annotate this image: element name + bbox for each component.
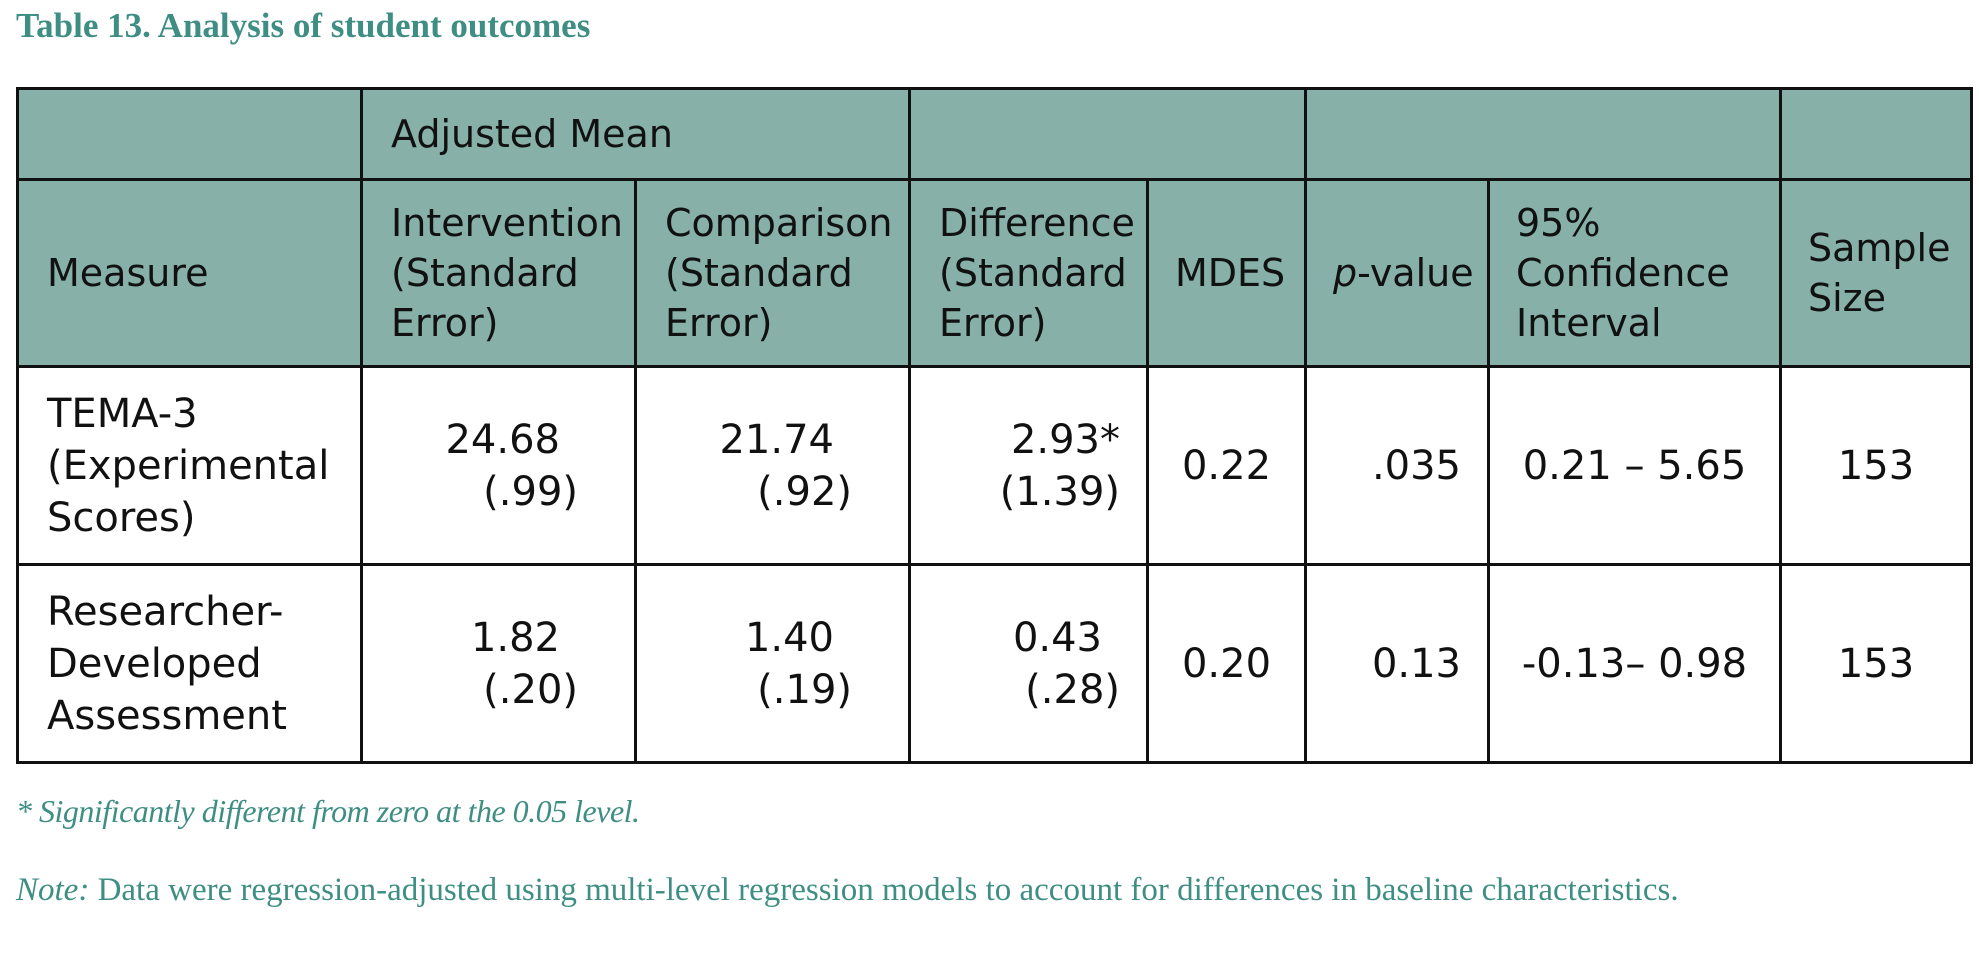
header-comparison-line-1: Comparison xyxy=(665,201,893,245)
intervention-standard-error: (.99) xyxy=(483,468,578,515)
header-ci-line-1: 95% xyxy=(1516,201,1601,245)
header-confidence-interval: 95% Confidence Interval xyxy=(1487,178,1782,368)
table-row: TEMA-3 (Experimental Scores) 24.68 (.99)… xyxy=(16,365,1973,566)
difference-standard-error: (1.39) xyxy=(999,468,1120,515)
header-comparison-line-3: Error) xyxy=(665,301,773,345)
header-mdes-label: MDES xyxy=(1175,251,1286,295)
table-title: Table 13. Analysis of student outcomes xyxy=(16,6,591,45)
cell-mdes: 0.20 xyxy=(1146,563,1307,764)
cell-sample-size: 153 xyxy=(1779,563,1973,764)
header-pvalue: p-value xyxy=(1304,178,1490,368)
cell-pvalue: .035 xyxy=(1304,365,1490,566)
measure-line-2: (Experimental xyxy=(47,442,330,489)
header-pvalue-p: p xyxy=(1333,251,1358,295)
header-measure-label: Measure xyxy=(47,251,209,295)
header-comparison-line-2: (Standard xyxy=(665,251,853,295)
measure-line-1: Researcher- xyxy=(47,588,284,635)
group-header-empty-measure xyxy=(16,87,363,181)
group-header-row: Adjusted Mean xyxy=(16,87,1973,181)
difference-standard-error: (.28) xyxy=(1025,666,1120,713)
intervention-value: 1.82 xyxy=(470,614,560,661)
difference-value: 0.43 xyxy=(1012,614,1102,661)
group-header-empty-difference xyxy=(908,87,1307,181)
comparison-value: 1.40 xyxy=(744,614,834,661)
header-difference-line-3: Error) xyxy=(939,301,1047,345)
header-sample-line-2: Size xyxy=(1808,276,1887,320)
note-text: Data were regression-adjusted using mult… xyxy=(89,872,1679,908)
group-header-adjusted-mean: Adjusted Mean xyxy=(360,87,911,181)
measure-line-3: Scores) xyxy=(47,494,196,541)
comparison-standard-error: (.92) xyxy=(757,468,852,515)
measure-line-3: Assessment xyxy=(47,692,287,739)
cell-intervention: 1.82 (.20) xyxy=(360,563,637,764)
comparison-value: 21.74 xyxy=(719,416,834,463)
comparison-standard-error: (.19) xyxy=(757,666,852,713)
header-mdes: MDES xyxy=(1146,178,1307,368)
header-sample-size: Sample Size xyxy=(1779,178,1973,368)
measure-line-2: Developed xyxy=(47,640,262,687)
cell-sample-size: 153 xyxy=(1779,365,1973,566)
column-header-row: Measure Intervention (Standard Error) Co… xyxy=(16,178,1973,368)
group-header-empty-sample xyxy=(1779,87,1973,181)
header-intervention-line-1: Intervention xyxy=(391,201,623,245)
intervention-standard-error: (.20) xyxy=(483,666,578,713)
header-intervention: Intervention (Standard Error) xyxy=(360,178,637,368)
group-header-empty-pvalue xyxy=(1304,87,1782,181)
table-row: Researcher- Developed Assessment 1.82 (.… xyxy=(16,563,1973,764)
cell-comparison: 21.74 (.92) xyxy=(634,365,911,566)
cell-measure: Researcher- Developed Assessment xyxy=(16,563,363,764)
header-intervention-line-3: Error) xyxy=(391,301,499,345)
cell-measure: TEMA-3 (Experimental Scores) xyxy=(16,365,363,566)
outcomes-table-container: Adjusted Mean Measure Intervention (Stan… xyxy=(16,87,1973,764)
cell-confidence-interval: -0.13– 0.98 xyxy=(1487,563,1782,764)
header-sample-line-1: Sample xyxy=(1808,226,1951,270)
header-ci-line-3: Interval xyxy=(1516,301,1662,345)
cell-difference: 2.93* (1.39) xyxy=(908,365,1149,566)
measure-line-1: TEMA-3 xyxy=(47,390,198,437)
cell-mdes: 0.22 xyxy=(1146,365,1307,566)
cell-comparison: 1.40 (.19) xyxy=(634,563,911,764)
intervention-value: 24.68 xyxy=(445,416,560,463)
difference-value: 2.93* xyxy=(1010,416,1120,463)
header-comparison: Comparison (Standard Error) xyxy=(634,178,911,368)
significance-footnote: * Significantly different from zero at t… xyxy=(16,793,640,829)
outcomes-table: Adjusted Mean Measure Intervention (Stan… xyxy=(16,87,1973,764)
header-intervention-line-2: (Standard xyxy=(391,251,579,295)
cell-intervention: 24.68 (.99) xyxy=(360,365,637,566)
header-difference: Difference (Standard Error) xyxy=(908,178,1149,368)
header-measure: Measure xyxy=(16,178,363,368)
cell-difference: 0.43 (.28) xyxy=(908,563,1149,764)
cell-pvalue: 0.13 xyxy=(1304,563,1490,764)
header-ci-line-2: Confidence xyxy=(1516,251,1730,295)
header-difference-line-1: Difference xyxy=(939,201,1135,245)
cell-confidence-interval: 0.21 – 5.65 xyxy=(1487,365,1782,566)
header-pvalue-rest: -value xyxy=(1357,251,1474,295)
table-note: Note: Data were regression-adjusted usin… xyxy=(16,864,1916,916)
note-label: Note: xyxy=(16,872,90,908)
header-difference-line-2: (Standard xyxy=(939,251,1127,295)
